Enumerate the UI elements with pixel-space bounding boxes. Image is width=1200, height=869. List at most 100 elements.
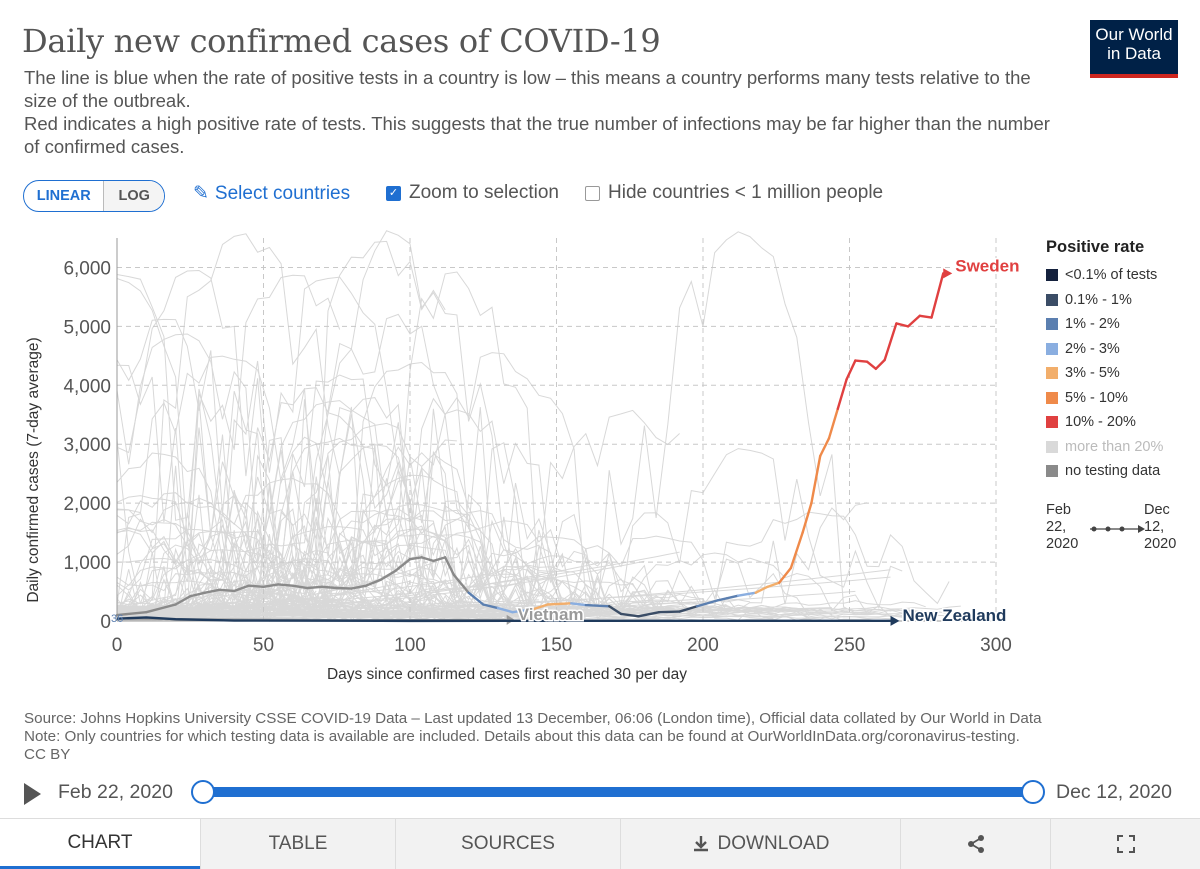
legend-title: Positive rate bbox=[1046, 238, 1145, 256]
legend-item[interactable]: 10% - 20% bbox=[1046, 410, 1196, 435]
background-line bbox=[116, 271, 563, 610]
legend-label: no testing data bbox=[1065, 463, 1161, 480]
legend-item[interactable]: 2% - 3% bbox=[1046, 337, 1196, 362]
sweden-segment bbox=[291, 584, 309, 590]
background-line bbox=[116, 511, 950, 613]
legend-item[interactable]: 3% - 5% bbox=[1046, 361, 1196, 386]
legend-label: more than 20% bbox=[1065, 438, 1164, 455]
legend-label: 5% - 10% bbox=[1065, 389, 1128, 406]
x-tick-label: 200 bbox=[687, 635, 719, 656]
legend-item[interactable]: 0.1% - 1% bbox=[1046, 288, 1196, 313]
background-line bbox=[116, 477, 423, 618]
legend-swatch bbox=[1046, 342, 1058, 355]
legend-label: 2% - 3% bbox=[1065, 340, 1120, 357]
sweden-segment bbox=[930, 272, 945, 319]
y-tick-label: 4,000 bbox=[63, 376, 111, 397]
new-zealand-arrow bbox=[890, 615, 900, 626]
sweden-segment bbox=[394, 557, 412, 573]
sweden-segment bbox=[546, 602, 573, 606]
source-text: Source: Johns Hopkins University CSSE CO… bbox=[24, 710, 1042, 727]
legend-swatch bbox=[1046, 367, 1058, 380]
legend-item[interactable]: <0.1% of tests bbox=[1046, 263, 1196, 288]
background-line bbox=[116, 422, 821, 612]
range-end: Dec 12, 2020 bbox=[1144, 502, 1176, 553]
tab-download[interactable]: DOWNLOAD bbox=[620, 819, 900, 869]
sweden-segment bbox=[918, 314, 933, 319]
sweden-segment bbox=[845, 359, 857, 381]
scale-toggle[interactable]: LINEAR LOG bbox=[23, 180, 165, 212]
download-icon bbox=[693, 836, 708, 852]
x-tick-label: 0 bbox=[112, 635, 123, 656]
timeline-start-handle[interactable] bbox=[191, 780, 215, 804]
sweden-segment bbox=[276, 583, 294, 587]
select-countries-button[interactable]: ✎ Select countries bbox=[193, 182, 350, 205]
owid-logo[interactable]: Our World in Data bbox=[1090, 20, 1178, 78]
sweden-segment bbox=[335, 586, 353, 590]
timeline-track[interactable] bbox=[203, 787, 1033, 797]
legend-label: 0.1% - 1% bbox=[1065, 291, 1132, 308]
background-line bbox=[116, 564, 950, 615]
y-tick-label: 3,000 bbox=[63, 435, 111, 456]
tab-table[interactable]: TABLE bbox=[200, 819, 395, 869]
x-tick-label: 100 bbox=[394, 635, 426, 656]
sweden-arrow bbox=[943, 268, 953, 279]
background-line bbox=[116, 333, 329, 600]
legend-item[interactable]: no testing data bbox=[1046, 459, 1196, 484]
legend-label: 10% - 20% bbox=[1065, 414, 1136, 431]
legend-item[interactable]: more than 20% bbox=[1046, 435, 1196, 460]
subtitle-line-2: Red indicates a high positive rate of te… bbox=[24, 113, 1050, 157]
y-axis-label: Daily confirmed cases (7-day average) bbox=[25, 337, 42, 602]
sweden-segment bbox=[883, 322, 898, 362]
sweden-segment bbox=[115, 610, 148, 617]
background-line bbox=[116, 278, 399, 612]
sweden-segment bbox=[608, 605, 623, 616]
sweden-segment bbox=[247, 584, 265, 589]
x-tick-label: 250 bbox=[834, 635, 866, 656]
sweden-segment bbox=[511, 608, 535, 614]
background-line bbox=[116, 274, 294, 610]
sweden-segment bbox=[145, 603, 177, 614]
chart-title: Daily new confirmed cases of COVID-19 bbox=[22, 22, 661, 60]
share-icon bbox=[967, 835, 984, 853]
play-icon[interactable] bbox=[24, 783, 41, 805]
hide-small-countries-checkbox[interactable]: Hide countries < 1 million people bbox=[585, 182, 883, 204]
background-line bbox=[116, 534, 915, 614]
zoom-to-selection-checkbox[interactable]: ✓ Zoom to selection bbox=[386, 182, 559, 204]
legend-swatch bbox=[1046, 465, 1058, 478]
background-line bbox=[116, 559, 668, 612]
y-tick-label: 6,000 bbox=[63, 258, 111, 279]
note-text: Note: Only countries for which testing d… bbox=[24, 728, 1020, 745]
background-line bbox=[116, 269, 575, 610]
sweden-segment bbox=[906, 314, 922, 328]
sweden-segment bbox=[865, 360, 878, 371]
log-button[interactable]: LOG bbox=[104, 181, 164, 211]
legend-item[interactable]: 5% - 10% bbox=[1046, 386, 1196, 411]
sweden-segment bbox=[827, 407, 839, 440]
zoom-label: Zoom to selection bbox=[409, 182, 559, 203]
subtitle-line-1: The line is blue when the rate of positi… bbox=[24, 67, 1031, 111]
logo-line-2: in Data bbox=[1107, 44, 1161, 63]
y-tick-label: 1,000 bbox=[63, 553, 111, 574]
sweden-segment bbox=[584, 603, 611, 608]
sweden-segment bbox=[443, 556, 456, 577]
sweden-segment bbox=[569, 602, 587, 607]
legend-date-range: Feb 22, 2020 Dec 12, 2020 bbox=[1046, 502, 1196, 560]
fullscreen-button[interactable] bbox=[1050, 819, 1200, 869]
timeline-start-date: Feb 22, 2020 bbox=[58, 781, 173, 803]
timeline-end-handle[interactable] bbox=[1021, 780, 1045, 804]
range-start-year: 2020 bbox=[1046, 536, 1079, 552]
sweden-segment bbox=[777, 566, 793, 584]
share-button[interactable] bbox=[900, 819, 1050, 869]
timeline-end-date: Dec 12, 2020 bbox=[1056, 781, 1173, 803]
download-label: DOWNLOAD bbox=[717, 833, 830, 854]
linear-button[interactable]: LINEAR bbox=[24, 181, 105, 211]
sweden-segment bbox=[801, 501, 813, 534]
sweden-segment bbox=[364, 578, 382, 587]
tab-chart[interactable]: CHART bbox=[0, 819, 200, 869]
legend-item[interactable]: 1% - 2% bbox=[1046, 312, 1196, 337]
legend-label: 3% - 5% bbox=[1065, 365, 1120, 382]
tab-sources[interactable]: SOURCES bbox=[395, 819, 620, 869]
range-start: Feb 22, 2020 bbox=[1046, 502, 1078, 553]
sweden-segment bbox=[766, 581, 781, 589]
x-axis-label: Days since confirmed cases first reached… bbox=[327, 666, 687, 683]
